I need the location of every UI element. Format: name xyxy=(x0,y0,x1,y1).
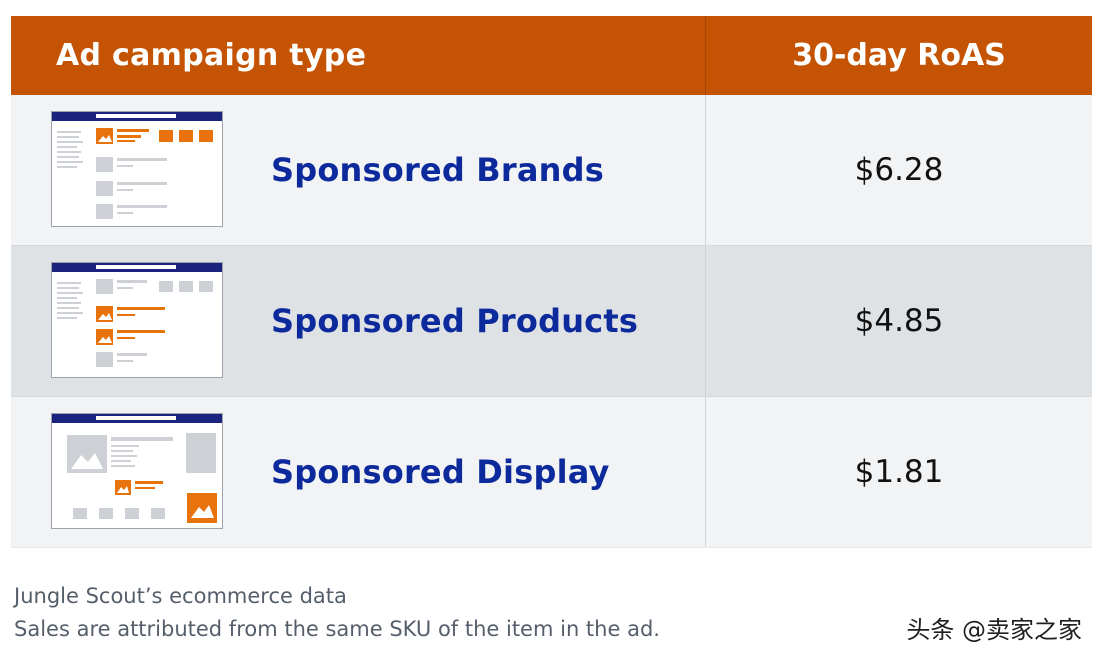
source-caption: Jungle Scout’s ecommerce data Sales are … xyxy=(14,580,660,646)
roas-value: $6.28 xyxy=(854,152,944,188)
roas-table: Ad campaign type 30-day RoAS xyxy=(11,16,1092,548)
sponsored-products-thumbnail xyxy=(51,262,223,378)
roas-value: $1.81 xyxy=(854,454,944,490)
watermark: 头条 @卖家之家 xyxy=(906,616,1082,644)
caption-line-2: Sales are attributed from the same SKU o… xyxy=(14,617,660,641)
caption-line-1: Jungle Scout’s ecommerce data xyxy=(14,584,347,608)
header-roas: 30-day RoAS xyxy=(792,38,1006,73)
campaign-name: Sponsored Products xyxy=(271,302,639,340)
table-row: Sponsored Products $4.85 xyxy=(11,246,1092,397)
roas-value: $4.85 xyxy=(854,303,944,339)
sponsored-brands-thumbnail xyxy=(51,111,223,227)
table-row: Sponsored Display $1.81 xyxy=(11,397,1092,548)
table-row: Sponsored Brands $6.28 xyxy=(11,95,1092,246)
header-campaign-type: Ad campaign type xyxy=(11,16,706,95)
sponsored-display-thumbnail xyxy=(51,413,223,529)
campaign-name: Sponsored Display xyxy=(271,453,610,491)
table-header: Ad campaign type 30-day RoAS xyxy=(11,16,1092,95)
campaign-name: Sponsored Brands xyxy=(271,151,604,189)
